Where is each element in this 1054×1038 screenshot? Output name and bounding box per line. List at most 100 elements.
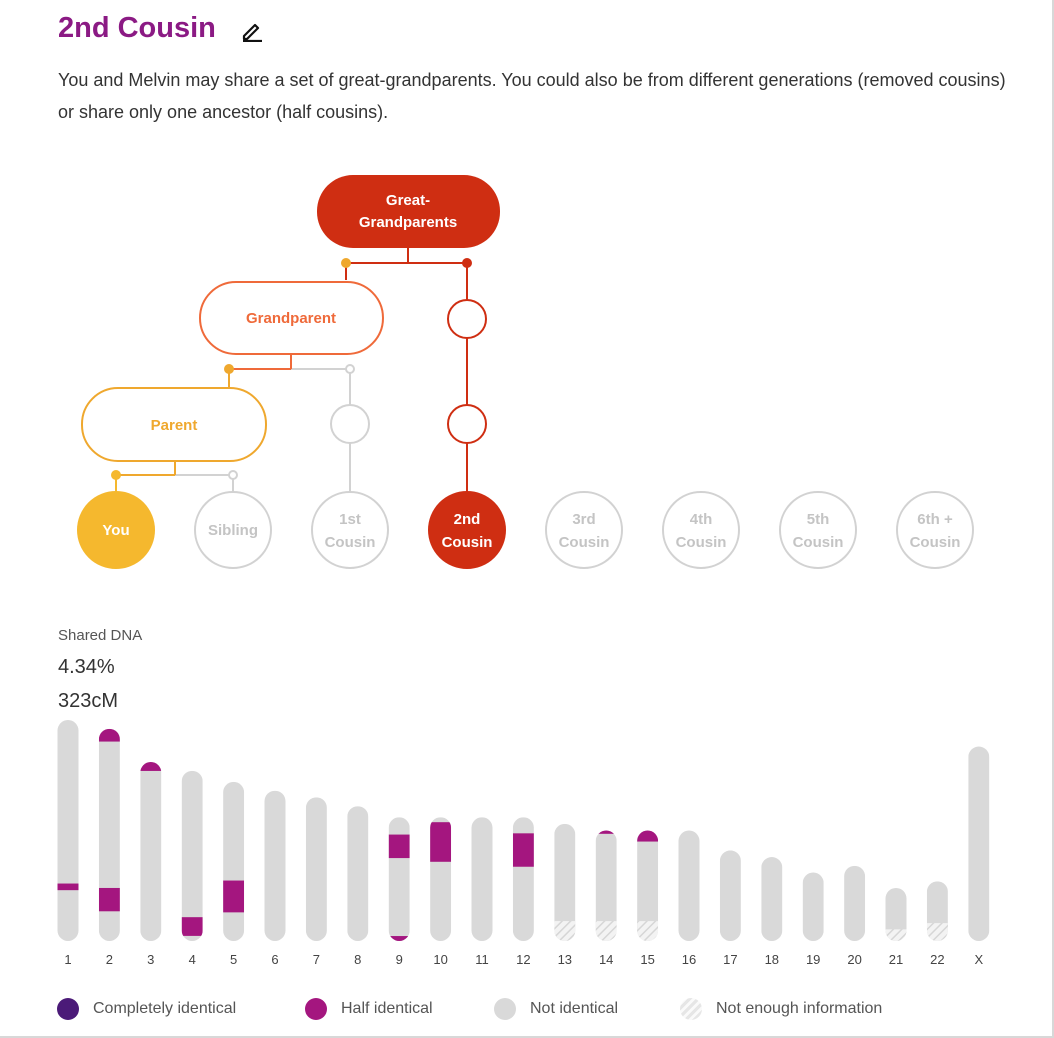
relative-label: 4th bbox=[690, 511, 713, 528]
relative-circle bbox=[77, 491, 155, 569]
chromosome-10 bbox=[430, 817, 452, 941]
legend-label: Half identical bbox=[341, 1000, 433, 1017]
cousin-line-ancestor-ring bbox=[447, 299, 487, 339]
chromosome-bar bbox=[968, 746, 990, 941]
relative-6th-cousin[interactable]: 6th + Cousin bbox=[896, 491, 974, 569]
chart-legend: Completely identical Half identical Not id… bbox=[0, 998, 1054, 1028]
relative-label: Sibling bbox=[208, 522, 258, 539]
grandparent-label: Grandparent bbox=[246, 310, 336, 327]
chromosome-5 bbox=[223, 781, 245, 941]
relative-label: 1st bbox=[339, 511, 361, 528]
half-identical-segment bbox=[140, 761, 162, 771]
chromosome-label: 19 bbox=[806, 952, 820, 967]
relative-circle bbox=[662, 491, 740, 569]
half-identical-segment bbox=[430, 822, 452, 862]
chromosome-16 bbox=[678, 830, 700, 941]
chromosome-label: 12 bbox=[516, 952, 530, 967]
parent-label: Parent bbox=[151, 417, 198, 434]
relative-1st-cousin[interactable]: 1st Cousin bbox=[311, 491, 389, 569]
relative-2nd-cousin[interactable]: 2nd Cousin bbox=[428, 491, 506, 569]
relative-3rd-cousin[interactable]: 3rd Cousin bbox=[545, 491, 623, 569]
relative-label: 6th + bbox=[917, 511, 953, 528]
chromosome-1 bbox=[57, 720, 79, 941]
chromosome-label: 2 bbox=[106, 952, 113, 967]
chromosome-label: 21 bbox=[889, 952, 903, 967]
chromosome-X bbox=[968, 746, 990, 941]
chromosome-label: 4 bbox=[189, 952, 196, 967]
legend-swatch bbox=[494, 998, 516, 1020]
chromosome-bar bbox=[554, 823, 576, 941]
no-info-segment bbox=[926, 923, 948, 941]
chromosome-19 bbox=[802, 872, 824, 941]
chromosome-22 bbox=[926, 881, 948, 941]
relative-circle bbox=[428, 491, 506, 569]
half-identical-segment bbox=[388, 936, 410, 941]
legend-label: Completely identical bbox=[93, 1000, 237, 1017]
chromosome-label: 20 bbox=[847, 952, 861, 967]
chromosome-14 bbox=[595, 830, 617, 941]
half-identical-segment bbox=[223, 880, 245, 913]
legend-label: Not enough information bbox=[716, 1000, 883, 1017]
great-grandparents-label: Grandparents bbox=[359, 214, 457, 231]
chromosome-label: 22 bbox=[930, 952, 944, 967]
parent-left-dot bbox=[111, 470, 121, 480]
chromosome-label: 16 bbox=[682, 952, 696, 967]
no-info-segment bbox=[885, 929, 907, 941]
half-identical-segment bbox=[57, 883, 79, 891]
chromosome-9 bbox=[388, 817, 410, 941]
chromosome-bar bbox=[264, 790, 286, 941]
chromosome-2 bbox=[98, 728, 120, 941]
shared-dna-label: Shared DNA bbox=[58, 627, 143, 644]
chromosome-bar bbox=[678, 830, 700, 941]
chromosome-label: 6 bbox=[271, 952, 278, 967]
chromosome-18 bbox=[761, 857, 783, 941]
great-grandparents-left-dot bbox=[341, 258, 351, 268]
chromosome-label: 11 bbox=[475, 952, 489, 967]
half-identical-segment bbox=[595, 830, 617, 834]
chromosome-chart: 1 2 3 4 5 6 7 8 9 10 11 12 13 14 15 16 17 18 19 20 21 22 X bbox=[57, 720, 990, 967]
chromosome-label: 3 bbox=[147, 952, 154, 967]
legend-item-complete: Completely identical bbox=[57, 998, 236, 1020]
relative-label: 2nd bbox=[454, 511, 481, 528]
first-cousin-ancestor-ring bbox=[330, 404, 370, 444]
family-tree-diagram: Great- Grandparents Grandparent Parent You Si… bbox=[77, 175, 974, 569]
chromosome-label: 1 bbox=[64, 952, 71, 967]
relative-label: Cousin bbox=[559, 534, 610, 551]
legend-swatch bbox=[305, 998, 327, 1020]
chromosome-label: 15 bbox=[640, 952, 654, 967]
chromosome-label: 7 bbox=[313, 952, 320, 967]
relative-you[interactable]: You bbox=[77, 491, 155, 569]
relative-4th-cousin[interactable]: 4th Cousin bbox=[662, 491, 740, 569]
chromosome-15 bbox=[637, 830, 659, 941]
chromosome-bar bbox=[637, 830, 659, 941]
legend-item-half: Half identical bbox=[305, 998, 433, 1020]
legend-swatch bbox=[680, 998, 702, 1020]
chromosome-label: X bbox=[974, 952, 983, 967]
parent-right-dot bbox=[228, 470, 238, 480]
chromosome-label: 13 bbox=[558, 952, 572, 967]
chromosome-bar bbox=[471, 817, 493, 941]
chromosome-label: 14 bbox=[599, 952, 613, 967]
chromosome-6 bbox=[264, 790, 286, 941]
relative-label: Cousin bbox=[910, 534, 961, 551]
chromosome-label: 18 bbox=[765, 952, 779, 967]
no-info-segment bbox=[595, 921, 617, 941]
parent-node bbox=[81, 387, 267, 462]
chromosome-bar bbox=[761, 857, 783, 941]
great-grandparents-label: Great- bbox=[386, 192, 430, 209]
relative-sibling[interactable]: Sibling bbox=[194, 491, 272, 569]
relationship-description: You and Melvin may share a set of great-… bbox=[58, 70, 1006, 122]
chromosome-bar bbox=[802, 872, 824, 941]
legend-swatch bbox=[57, 998, 79, 1020]
chromosome-7 bbox=[305, 797, 327, 941]
half-identical-segment bbox=[181, 917, 203, 936]
chromosome-bar bbox=[347, 806, 369, 941]
chromosome-label: 17 bbox=[723, 952, 737, 967]
grandparent-right-dot bbox=[345, 364, 355, 374]
relative-5th-cousin[interactable]: 5th Cousin bbox=[779, 491, 857, 569]
pencil-edit-icon[interactable] bbox=[240, 18, 264, 42]
chromosome-bar bbox=[719, 850, 741, 941]
chromosome-11 bbox=[471, 817, 493, 941]
chromosome-21 bbox=[885, 887, 907, 941]
relative-label: You bbox=[102, 522, 129, 539]
